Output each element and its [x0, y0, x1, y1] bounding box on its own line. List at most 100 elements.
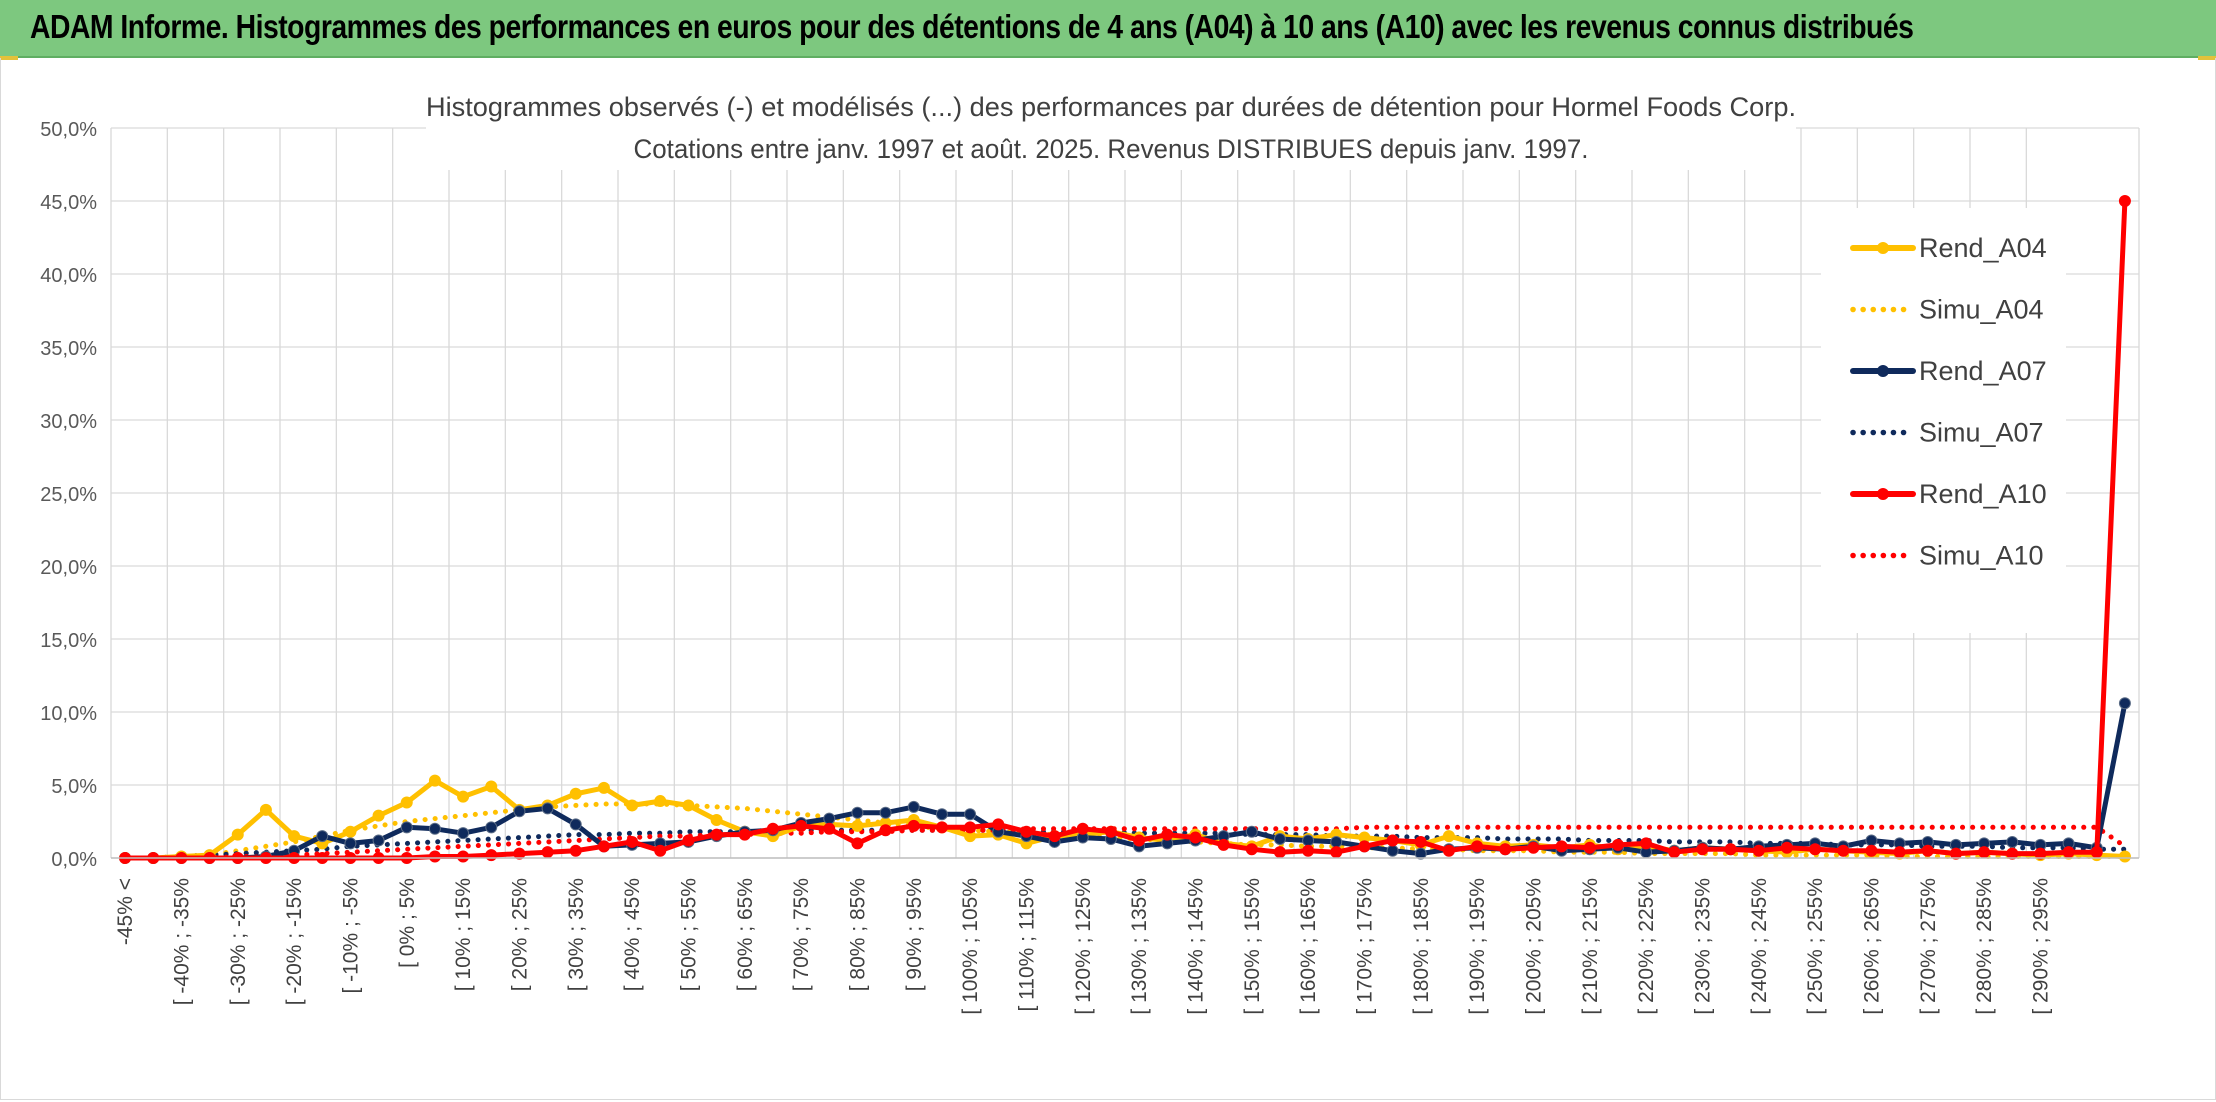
point-rend-a10 [1189, 831, 1202, 844]
point-rend-a04 [654, 795, 667, 808]
point-rend-a04 [682, 799, 695, 812]
point-rend-a04 [851, 819, 864, 832]
point-rend-a10 [1471, 840, 1484, 853]
point-rend-a10 [2034, 847, 2047, 860]
point-rend-a10 [1696, 843, 1709, 856]
point-rend-a10 [1752, 844, 1765, 857]
point-rend-a10 [428, 850, 441, 863]
x-tick-label: [ 70% ; 75% [790, 878, 813, 991]
x-tick-label: [ 260% ; 265% [1860, 878, 1883, 1015]
point-rend-a04 [288, 830, 301, 843]
point-rend-a10 [513, 847, 526, 860]
point-rend-a07 [428, 822, 441, 835]
chart-title: Histogrammes observés (-) et modélisés (… [426, 92, 1796, 122]
point-rend-a07 [513, 805, 526, 818]
point-rend-a10 [1865, 844, 1878, 857]
point-rend-a07 [851, 806, 864, 819]
series-line-simu-a10 [122, 824, 2128, 861]
point-rend-a10 [1724, 843, 1737, 856]
x-tick-label: [ 190% ; 195% [1466, 878, 1489, 1015]
point-rend-a10 [626, 835, 639, 848]
point-rend-a07 [457, 827, 470, 840]
point-rend-a10 [654, 844, 667, 857]
point-rend-a07 [1302, 834, 1315, 847]
point-rend-a10 [1527, 841, 1540, 854]
x-tick-label: [ 130% ; 135% [1128, 878, 1151, 1015]
point-rend-a07 [541, 802, 554, 815]
legend-label-simu-a10: Simu_A10 [1919, 541, 2044, 571]
point-rend-a04 [400, 796, 413, 809]
point-rend-a10 [1949, 847, 1962, 860]
point-rend-a10 [1358, 840, 1371, 853]
point-rend-a10 [682, 834, 695, 847]
point-rend-a10 [1330, 846, 1343, 859]
point-rend-a07 [1330, 835, 1343, 848]
point-rend-a10 [1583, 841, 1596, 854]
point-rend-a07 [1245, 825, 1258, 838]
x-tick-label: [ 30% ; 35% [565, 878, 588, 991]
point-rend-a10 [1076, 822, 1089, 835]
x-tick-label: [ 180% ; 185% [1410, 878, 1433, 1015]
point-rend-a07 [1273, 833, 1286, 846]
point-rend-a07 [1386, 844, 1399, 857]
point-rend-a10 [1442, 844, 1455, 857]
frame-corner-right [2198, 56, 2216, 60]
point-rend-a10 [766, 822, 779, 835]
x-tick-label: [ 270% ; 275% [1917, 878, 1940, 1015]
chart-subtitle: Cotations entre janv. 1997 et août. 2025… [634, 134, 1589, 164]
point-rend-a04 [710, 814, 723, 827]
point-rend-a04 [569, 787, 582, 800]
x-tick-label: [ 230% ; 235% [1691, 878, 1714, 1015]
point-rend-a10 [823, 822, 836, 835]
point-rend-a10 [2090, 846, 2103, 859]
y-tick-label: 50,0% [40, 119, 97, 141]
legend: Rend_A04 Simu_A04 Rend_A07 Simu_A07 Rend_A10… [1821, 208, 2066, 633]
x-tick-label: -45% < [114, 878, 137, 945]
legend-marker-rend-a04 [1877, 242, 1889, 254]
point-rend-a10 [738, 828, 751, 841]
point-rend-a10 [1133, 834, 1146, 847]
point-rend-a04 [457, 790, 470, 803]
x-tick-label: [ 280% ; 285% [1973, 878, 1996, 1015]
point-rend-a10 [1893, 846, 1906, 859]
point-rend-a07 [1865, 834, 1878, 847]
point-rend-a10 [710, 828, 723, 841]
point-rend-a10 [851, 837, 864, 850]
x-tick-label: [ 290% ; 295% [2029, 878, 2052, 1015]
point-rend-a04 [428, 774, 441, 787]
x-tick-label: [ 50% ; 55% [677, 878, 700, 991]
point-rend-a10 [597, 840, 610, 853]
point-rend-a10 [541, 846, 554, 859]
point-rend-a10 [907, 819, 920, 832]
legend-label-simu-a04: Simu_A04 [1919, 295, 2044, 325]
y-tick-label: 30,0% [40, 411, 97, 433]
report-title: ADAM Informe. Histogrammes des performan… [30, 8, 1914, 45]
point-rend-a07 [485, 821, 498, 834]
legend-marker-rend-a07 [1877, 365, 1889, 377]
point-rend-a04 [485, 780, 498, 793]
point-rend-a10 [485, 849, 498, 862]
point-rend-a10 [1048, 830, 1061, 843]
point-rend-a10 [1020, 825, 1033, 838]
point-rend-a10 [1386, 834, 1399, 847]
point-rend-a04 [597, 781, 610, 794]
point-rend-a10 [1161, 828, 1174, 841]
point-rend-a10 [2006, 847, 2019, 860]
point-rend-a07 [879, 806, 892, 819]
chart-title-background [426, 86, 1796, 170]
legend-label-rend-a07: Rend_A07 [1919, 356, 2047, 386]
x-tick-label: [ 20% ; 25% [508, 878, 531, 991]
point-rend-a10 [964, 821, 977, 834]
x-tick-label: [ 80% ; 85% [846, 878, 869, 991]
x-tick-label: [ 120% ; 125% [1072, 878, 1095, 1015]
axes-layer: 0,0% 5,0% 10,0% 15,0% 20,0% 25,0% 30,0% 35,0% 40… [40, 119, 2139, 1015]
point-rend-a10 [1640, 837, 1653, 850]
x-tick-label: [ 40% ; 45% [621, 878, 644, 991]
point-rend-a10 [1555, 840, 1568, 853]
point-rend-a10 [1273, 846, 1286, 859]
x-tick-label: [ 240% ; 245% [1748, 878, 1771, 1015]
point-rend-a10 [1809, 843, 1822, 856]
point-rend-a10 [1217, 838, 1230, 851]
x-tick-label: [ 140% ; 145% [1184, 878, 1207, 1015]
point-rend-a10 [1414, 835, 1427, 848]
